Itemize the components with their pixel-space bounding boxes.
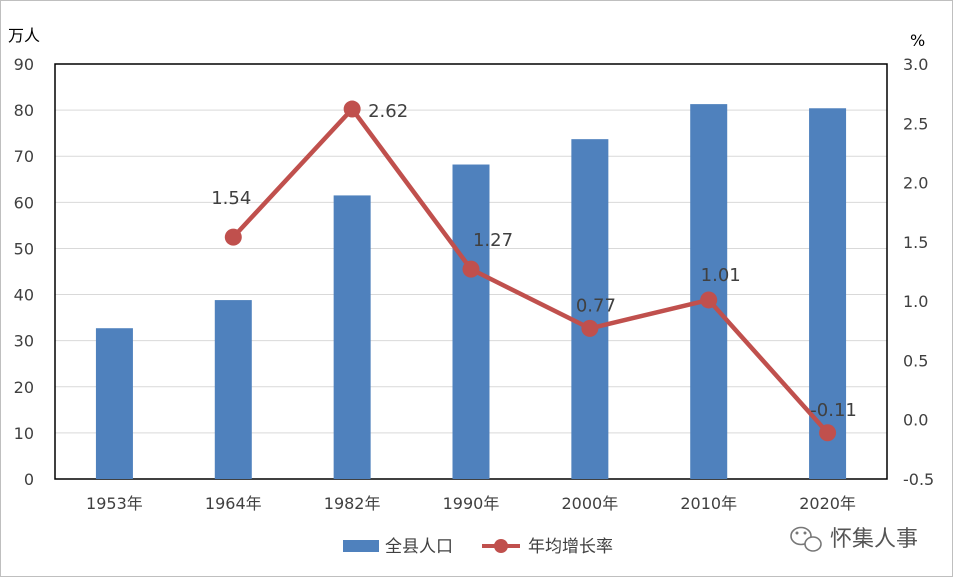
legend-label-population: 全县人口 <box>385 537 453 557</box>
data-labels: 1.54 2.62 1.27 0.77 1.01 -0.11 <box>211 101 857 421</box>
watermark: 怀集人事 <box>790 526 918 552</box>
left-tick-label: 0 <box>24 470 34 489</box>
growth-point <box>700 291 718 309</box>
left-tick-label: 70 <box>14 147 34 166</box>
legend-label-growth: 年均增长率 <box>528 537 613 557</box>
right-tick-label: 2.0 <box>903 174 928 193</box>
bar <box>452 164 490 479</box>
data-label: 0.77 <box>576 295 616 316</box>
growth-point <box>819 424 837 442</box>
bar <box>809 108 847 480</box>
x-tick-label: 1964年 <box>205 494 262 513</box>
left-tick-label: 60 <box>14 193 34 212</box>
right-tick-label: 0.5 <box>903 351 928 370</box>
x-axis-ticks: 1953年 1964年 1982年 1990年 2000年 2010年 2020年 <box>86 494 856 513</box>
x-tick-label: 2000年 <box>561 494 618 513</box>
right-tick-label: 0.0 <box>903 411 928 430</box>
legend-swatch-growth-marker <box>494 539 508 553</box>
right-tick-label: 1.0 <box>903 292 928 311</box>
left-tick-label: 50 <box>14 239 34 258</box>
bar <box>214 300 252 479</box>
legend-swatch-population <box>343 540 379 552</box>
growth-point <box>581 319 599 337</box>
left-tick-label: 80 <box>14 101 34 120</box>
x-tick-label: 1982年 <box>324 494 381 513</box>
bar <box>95 328 133 479</box>
x-tick-label: 2020年 <box>799 494 856 513</box>
left-tick-label: 90 <box>14 55 34 74</box>
right-tick-label: 2.5 <box>903 114 928 133</box>
data-label: 1.54 <box>211 188 251 209</box>
line-series <box>224 100 837 442</box>
x-tick-label: 1990年 <box>443 494 500 513</box>
right-axis-ticks: -0.5 0.0 0.5 1.0 1.5 2.0 2.5 3.0 <box>903 55 934 489</box>
right-tick-label: 1.5 <box>903 233 928 252</box>
x-tick-label: 1953年 <box>86 494 143 513</box>
left-axis-ticks: 0 10 20 30 40 50 60 70 80 90 <box>14 55 34 489</box>
growth-point <box>224 228 242 246</box>
right-tick-label: 3.0 <box>903 55 928 74</box>
bar <box>333 195 371 479</box>
bar-series <box>95 104 847 480</box>
left-tick-label: 30 <box>14 332 34 351</box>
data-label: -0.11 <box>810 400 857 421</box>
wechat-icon <box>790 526 822 552</box>
left-tick-label: 40 <box>14 286 34 305</box>
data-label: 1.01 <box>701 265 741 286</box>
left-axis-unit: 万人 <box>8 26 40 45</box>
growth-point <box>343 100 361 118</box>
legend: 全县人口 年均增长率 <box>343 537 613 557</box>
data-label: 2.62 <box>368 101 408 122</box>
growth-point <box>462 260 480 278</box>
left-tick-label: 10 <box>14 424 34 443</box>
right-axis-unit: % <box>910 31 925 50</box>
right-tick-label: -0.5 <box>903 470 934 489</box>
watermark-text: 怀集人事 <box>830 527 918 552</box>
x-tick-label: 2010年 <box>680 494 737 513</box>
growth-line <box>231 106 830 435</box>
data-label: 1.27 <box>473 230 513 251</box>
bar <box>571 139 609 479</box>
left-tick-label: 20 <box>14 378 34 397</box>
